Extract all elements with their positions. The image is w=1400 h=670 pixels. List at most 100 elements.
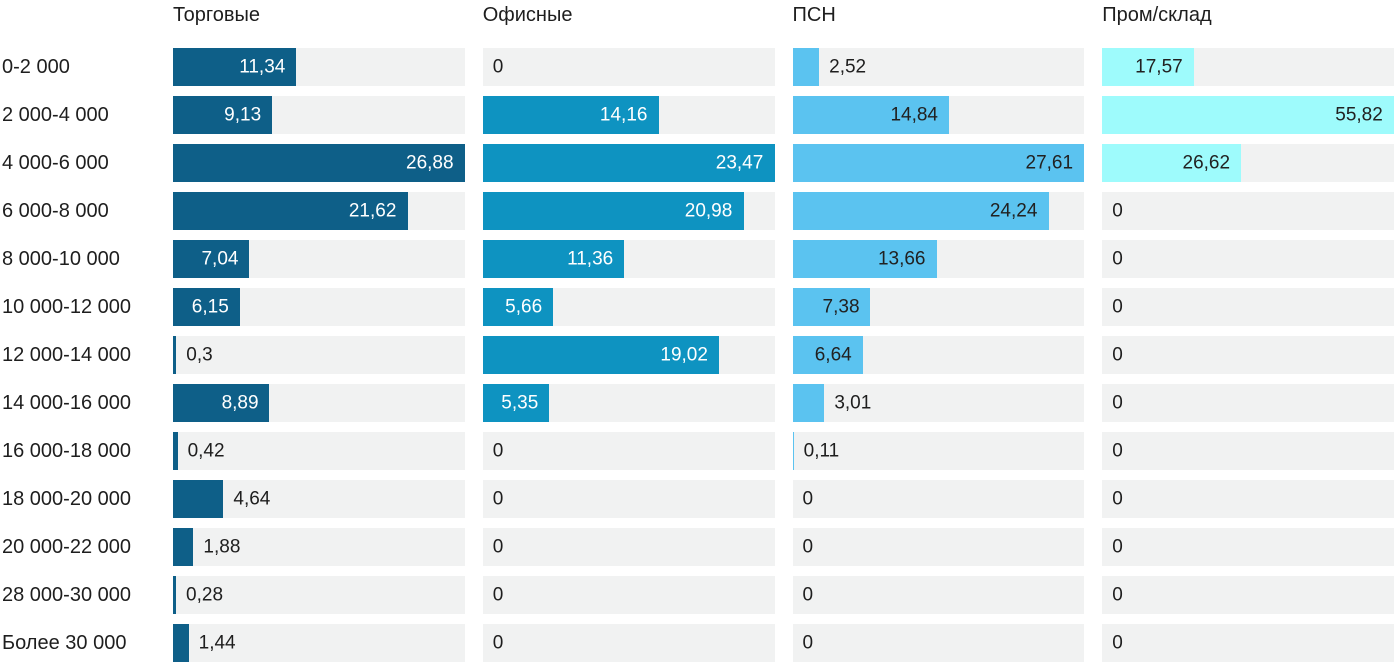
bar-cell[interactable]: 1,88: [173, 528, 465, 566]
bar-cell[interactable]: 0: [792, 480, 1085, 518]
bar-cell[interactable]: 0: [1102, 192, 1394, 230]
bar-cell[interactable]: 4,64: [173, 480, 465, 518]
bar-cell[interactable]: 9,13: [173, 96, 465, 134]
bar-cell[interactable]: 5,35: [482, 384, 775, 422]
bar-cell[interactable]: 27,61: [792, 144, 1085, 182]
bar-cell[interactable]: 0: [792, 624, 1085, 662]
bar-cell[interactable]: 23,47: [482, 144, 775, 182]
bar-cell[interactable]: 0: [1102, 528, 1394, 566]
bar-value: 24,24: [989, 200, 1038, 222]
bar[interactable]: [173, 384, 270, 422]
bar[interactable]: [792, 288, 871, 326]
bar[interactable]: [482, 336, 720, 374]
row-label: 4 000-6 000: [2, 151, 109, 174]
column-header-1: Торговые: [173, 4, 261, 26]
bar-track: 1,44: [173, 624, 465, 662]
bar[interactable]: [792, 96, 950, 134]
bar-track: 0: [1102, 192, 1394, 230]
bar-cell[interactable]: 0: [482, 48, 775, 86]
bar[interactable]: [792, 336, 863, 374]
bar-cell[interactable]: 14,16: [482, 96, 775, 134]
bar-cell[interactable]: 17,57: [1102, 48, 1394, 86]
bar[interactable]: [173, 192, 408, 230]
bar-cell[interactable]: 26,62: [1102, 144, 1394, 182]
bar-cell[interactable]: 11,34: [173, 48, 465, 86]
bar[interactable]: [173, 288, 240, 326]
bar-cell[interactable]: 21,62: [173, 192, 465, 230]
bar[interactable]: [792, 48, 820, 86]
bar[interactable]: [173, 96, 273, 134]
bar-cell[interactable]: 55,82: [1102, 96, 1394, 134]
bar-cell[interactable]: 1,44: [173, 624, 465, 662]
bar[interactable]: [792, 144, 1085, 182]
bar[interactable]: [173, 432, 178, 470]
bar-cell[interactable]: 6,15: [173, 288, 465, 326]
bar-cell[interactable]: 14,84: [792, 96, 1085, 134]
bar-cell[interactable]: 0: [482, 432, 775, 470]
row-label: 28 000-30 000: [2, 583, 132, 606]
bar-cell[interactable]: 8,89: [173, 384, 465, 422]
bar-track: 0: [482, 576, 775, 614]
bar[interactable]: [173, 48, 297, 86]
bar-cell[interactable]: 19,02: [482, 336, 775, 374]
bar-value: 0: [1112, 584, 1123, 606]
bar[interactable]: [173, 576, 177, 614]
bar[interactable]: [1102, 144, 1242, 182]
bar[interactable]: [173, 528, 194, 566]
bar[interactable]: [1102, 48, 1195, 86]
bar-cell[interactable]: 13,66: [792, 240, 1085, 278]
bar[interactable]: [482, 384, 550, 422]
bar-cell[interactable]: 0: [482, 480, 775, 518]
bar-cell[interactable]: 11,36: [482, 240, 775, 278]
bar-cell[interactable]: 0: [1102, 336, 1394, 374]
bar-cell[interactable]: 0,28: [173, 576, 465, 614]
bar-cell[interactable]: 20,98: [482, 192, 775, 230]
bar-cell[interactable]: 6,64: [792, 336, 1085, 374]
bar-track: 0: [482, 480, 775, 518]
bar-value: 0: [1112, 632, 1123, 654]
bar[interactable]: [482, 96, 659, 134]
bar[interactable]: [792, 432, 794, 470]
bar-cell[interactable]: 0: [482, 576, 775, 614]
bar-value: 0: [492, 56, 504, 78]
bar[interactable]: [792, 192, 1049, 230]
bar-cell[interactable]: 0: [792, 528, 1085, 566]
bar-value: 0: [1112, 440, 1123, 462]
bar-cell[interactable]: 24,24: [792, 192, 1085, 230]
bar[interactable]: [482, 144, 775, 182]
bar[interactable]: [482, 192, 744, 230]
bar-cell[interactable]: 26,88: [173, 144, 465, 182]
bar-cell[interactable]: 0: [1102, 624, 1394, 662]
bar-track: 26,62: [1102, 144, 1394, 182]
bar-track: 23,47: [482, 144, 775, 182]
bar[interactable]: [1102, 96, 1394, 134]
bar[interactable]: [792, 384, 825, 422]
bar-cell[interactable]: 0,3: [173, 336, 465, 374]
bar-cell[interactable]: 0,42: [173, 432, 465, 470]
bar-cell[interactable]: 7,38: [792, 288, 1085, 326]
bar-cell[interactable]: 7,04: [173, 240, 465, 278]
bar-cell[interactable]: 0: [1102, 480, 1394, 518]
bar[interactable]: [173, 240, 250, 278]
bar-cell[interactable]: 0: [482, 624, 775, 662]
bar-value: 0,42: [187, 440, 225, 462]
bar-cell[interactable]: 0: [1102, 288, 1394, 326]
bar-cell[interactable]: 0,11: [792, 432, 1085, 470]
bar-cell[interactable]: 0: [482, 528, 775, 566]
bar[interactable]: [792, 240, 937, 278]
bar-cell[interactable]: 0: [1102, 432, 1394, 470]
bar[interactable]: [173, 480, 224, 518]
bar[interactable]: [173, 336, 177, 374]
bar-cell[interactable]: 0: [1102, 384, 1394, 422]
bar-cell[interactable]: 2,52: [792, 48, 1085, 86]
bar-cell[interactable]: 0: [792, 576, 1085, 614]
bar[interactable]: [482, 240, 624, 278]
bar-cell[interactable]: 0: [1102, 240, 1394, 278]
bar-cell[interactable]: 5,66: [482, 288, 775, 326]
bar[interactable]: [173, 624, 189, 662]
bar[interactable]: [173, 144, 465, 182]
bar[interactable]: [482, 288, 554, 326]
bar-track: 14,16: [482, 96, 775, 134]
bar-cell[interactable]: 3,01: [792, 384, 1085, 422]
bar-cell[interactable]: 0: [1102, 576, 1394, 614]
